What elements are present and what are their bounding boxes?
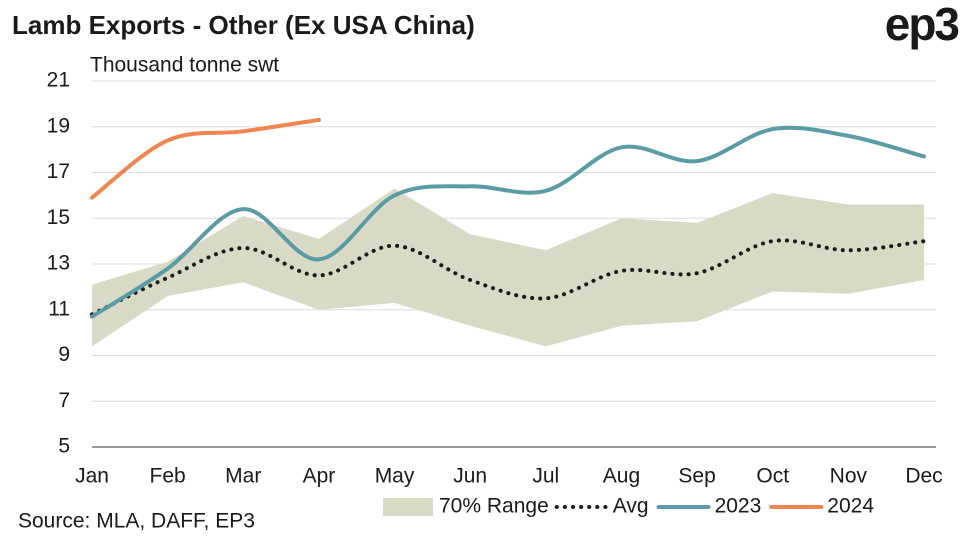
series-line: [90, 117, 321, 200]
x-tick-label: Dec: [905, 465, 942, 488]
legend-label: 70% Range: [439, 495, 549, 518]
y-tick-label: 17: [47, 160, 70, 183]
x-tick-label: Mar: [225, 465, 261, 488]
y-axis-label: Thousand tonne swt: [90, 54, 279, 77]
series-line: [90, 238, 926, 317]
x-tick-label: Nov: [830, 465, 868, 488]
legend-label: 2024: [827, 495, 874, 518]
x-tick-label: Jan: [75, 465, 109, 488]
x-tick-label: May: [375, 465, 415, 488]
legend-label: Avg: [613, 495, 649, 518]
x-tick-label: Feb: [150, 465, 186, 488]
y-tick-label: 7: [58, 389, 70, 412]
x-tick-label: Aug: [603, 465, 640, 488]
series-line: [90, 125, 926, 319]
y-tick-label: 5: [58, 435, 70, 458]
source: Source: MLA, DAFF, EP3: [18, 510, 255, 533]
x-tick-label: Sep: [678, 465, 715, 488]
x-tick-label: Oct: [756, 465, 789, 488]
x-tick-label: Apr: [303, 465, 336, 488]
y-tick-label: 11: [48, 297, 70, 320]
y-tick-label: 21: [47, 69, 70, 92]
legend-label: 2023: [715, 495, 762, 518]
chart-title: Lamb Exports - Other (Ex USA China): [12, 10, 475, 40]
y-tick-label: 19: [47, 114, 70, 137]
x-tick-label: Jun: [453, 465, 487, 488]
range-band: [92, 188, 924, 347]
y-tick-label: 13: [47, 252, 70, 275]
logo: ep3: [885, 0, 959, 50]
y-tick-label: 9: [58, 343, 70, 366]
y-tick-label: 15: [47, 206, 70, 229]
legend-swatch: [383, 498, 433, 516]
x-tick-label: Jul: [532, 465, 559, 488]
